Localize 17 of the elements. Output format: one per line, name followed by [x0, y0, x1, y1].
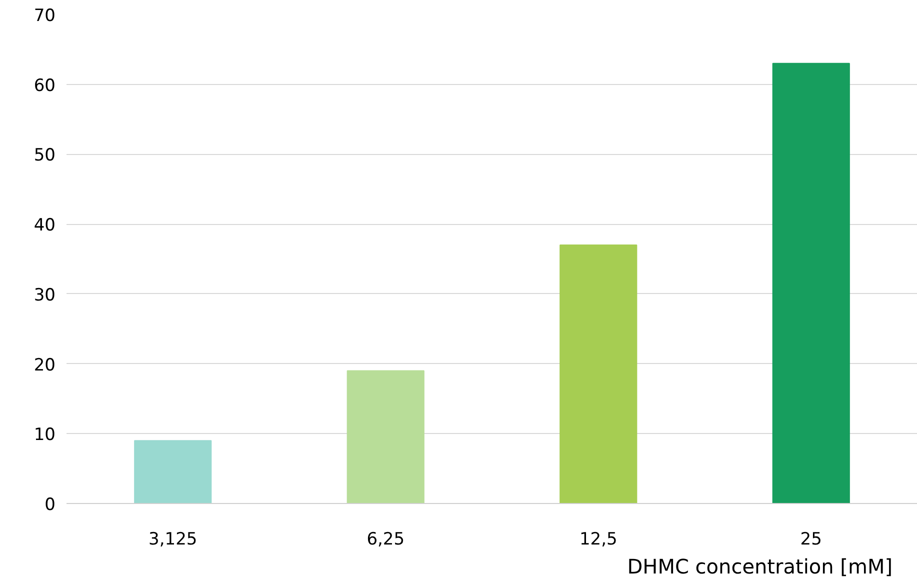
bar — [560, 244, 638, 504]
x-axis-title: DHMC concentration [mM] — [627, 554, 892, 578]
y-tick-label: 10 — [34, 425, 56, 446]
y-tick-label: 60 — [34, 76, 56, 96]
y-tick-label: 50 — [34, 146, 56, 166]
y-tick-label: 30 — [34, 285, 56, 306]
bar — [134, 440, 212, 504]
bar — [346, 370, 424, 504]
x-tick-label: 3,125 — [148, 530, 198, 550]
bar — [772, 62, 850, 504]
x-tick-label: 6,25 — [366, 530, 405, 550]
x-tick-label: 25 — [800, 530, 822, 550]
x-tick-label: 12,5 — [579, 530, 618, 550]
y-tick-label: 0 — [44, 495, 56, 515]
y-tick-label: 40 — [34, 216, 56, 236]
y-tick-label: 70 — [34, 6, 56, 26]
y-tick-label: 20 — [34, 355, 56, 376]
